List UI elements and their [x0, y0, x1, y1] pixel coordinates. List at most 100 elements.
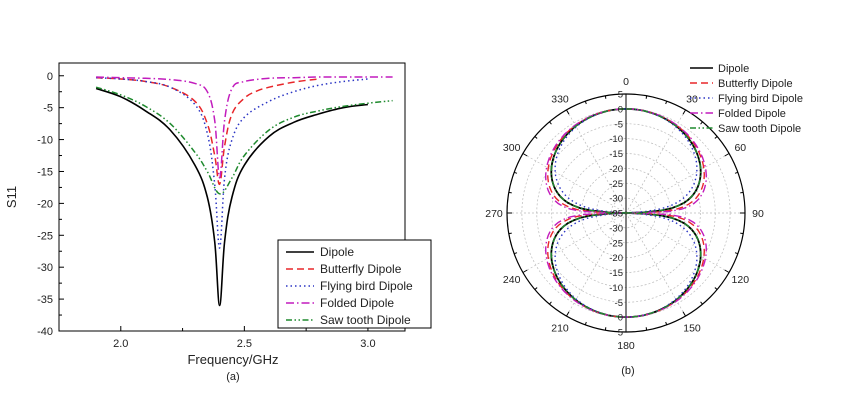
angle-tick-label: 60: [734, 142, 746, 154]
angle-tick: [508, 232, 512, 235]
caption-a: (a): [226, 371, 239, 383]
angle-tick: [549, 121, 552, 125]
angle-tick: [700, 121, 703, 125]
radiation-pattern-chart: 5500-5-5-10-10-15-15-20-20-25-25-30-30-3…: [485, 63, 803, 377]
angle-tick: [549, 301, 552, 305]
angle-tick: [682, 109, 686, 115]
angle-tick: [604, 95, 607, 99]
s11-series-butterfly-dipole: [96, 76, 319, 185]
angle-tick: [714, 287, 718, 290]
angle-tick: [514, 171, 518, 174]
radial-tick-label: -20: [609, 164, 623, 175]
y-tick-label: 0: [47, 71, 53, 83]
angle-tick: [645, 327, 648, 331]
angle-tick-label: 240: [503, 274, 521, 286]
angle-tick: [508, 191, 512, 194]
s11-series-dipole: [95, 87, 369, 307]
angle-tick: [566, 109, 570, 115]
angle-tick: [584, 101, 587, 105]
angle-tick-label: 330: [551, 94, 569, 106]
radial-tick-label: -30: [609, 223, 623, 234]
y-tick-label: -5: [43, 103, 53, 115]
angle-tick-label: 300: [503, 142, 521, 154]
angle-tick: [665, 101, 668, 105]
angle-tick: [734, 171, 738, 174]
y-tick-label: -10: [37, 135, 53, 147]
radial-tick-label: 0: [618, 313, 623, 324]
pattern-legend-label: Flying bird Dipole: [718, 93, 803, 105]
radial-tick-label: -15: [609, 149, 623, 160]
radial-tick-label: -15: [609, 268, 623, 279]
angle-tick: [514, 252, 518, 255]
radial-tick-label: -10: [609, 283, 623, 294]
pattern-legend-label: Dipole: [718, 63, 749, 75]
y-tick-label: -15: [37, 166, 53, 178]
angle-tick-label: 120: [732, 274, 750, 286]
radial-tick-label: -5: [615, 119, 623, 130]
radial-tick-label: 0: [618, 104, 623, 115]
caption-b: (b): [621, 365, 634, 377]
angle-tick: [566, 311, 570, 317]
y-tick-label: -20: [37, 198, 53, 210]
pattern-legend-label: Saw tooth Dipole: [718, 123, 801, 135]
angle-tick: [522, 153, 528, 157]
y-tick-label: -25: [37, 230, 53, 242]
s11-series-flying-bird-dipole: [96, 76, 368, 249]
radial-tick-label: -25: [609, 238, 623, 249]
s11-legend-label: Flying bird Dipole: [320, 279, 413, 293]
s11-legend-box: [277, 239, 432, 329]
s11-series-folded-dipole: [96, 76, 393, 179]
pattern-legend-label: Butterfly Dipole: [718, 78, 793, 90]
s11-legend-label: Saw tooth Dipole: [320, 313, 411, 327]
angle-tick: [724, 269, 730, 273]
angle-tick: [734, 252, 738, 255]
angle-tick-label: 270: [485, 208, 503, 220]
angle-tick-label: 90: [752, 208, 764, 220]
radial-tick-label: -20: [609, 253, 623, 264]
s11-legend-label: Butterfly Dipole: [320, 262, 402, 276]
angle-tick: [724, 153, 730, 157]
angle-tick: [714, 136, 718, 139]
angle-tick: [700, 301, 703, 305]
angle-tick: [740, 232, 744, 235]
x-tick-label: 2.5: [237, 338, 252, 350]
x-axis-label: Frequency/GHz: [187, 352, 278, 367]
angle-tick: [534, 287, 538, 290]
pattern-legend-label: Folded Dipole: [718, 108, 786, 120]
angle-tick-label: 180: [617, 340, 635, 352]
s11-plot-frame: [58, 62, 406, 332]
x-tick-label: 3.0: [360, 338, 375, 350]
s11-chart: 0 -5 -10 -15 -20 -25 -30 -35 -40 2.0 2.5 3.0 S11 Fr…: [4, 62, 432, 383]
angle-tick-label: 0: [623, 76, 629, 88]
angle-tick: [584, 321, 587, 325]
pattern-legend: Dipole Butterfly Dipole Flying bird Dipole…: [690, 63, 803, 135]
s11-series-saw-tooth-dipole: [95, 86, 393, 195]
s11-legend: Dipole Butterfly Dipole Flying bird Dipole…: [277, 239, 432, 329]
angle-tick-label: 150: [683, 322, 701, 334]
s11-legend-label: Folded Dipole: [320, 296, 394, 310]
angle-tick-label: 30: [686, 94, 698, 106]
radial-tick-label: -30: [609, 194, 623, 205]
y-tick-label: -40: [37, 326, 53, 338]
y-tick-label: -30: [37, 262, 53, 274]
angle-tick: [522, 269, 528, 273]
angle-tick: [604, 327, 607, 331]
angle-tick: [740, 191, 744, 194]
s11-legend-label: Dipole: [320, 245, 354, 259]
radial-tick-label: 5: [618, 328, 623, 339]
radial-tick-label: -25: [609, 179, 623, 190]
radial-tick-label: -35: [609, 209, 623, 220]
angle-tick: [665, 321, 668, 325]
y-axis-label: S11: [4, 186, 19, 208]
radial-tick-label: -5: [615, 298, 623, 309]
x-tick-label: 2.0: [113, 338, 128, 350]
pattern-series-flying-bird-dipole: [554, 108, 698, 318]
angle-tick: [682, 311, 686, 317]
angle-tick: [645, 95, 648, 99]
y-tick-label: -35: [37, 294, 53, 306]
radial-tick-label: -10: [609, 134, 623, 145]
angle-tick: [534, 136, 538, 139]
radial-tick-label: 5: [618, 90, 623, 101]
angle-tick-label: 210: [551, 322, 569, 334]
